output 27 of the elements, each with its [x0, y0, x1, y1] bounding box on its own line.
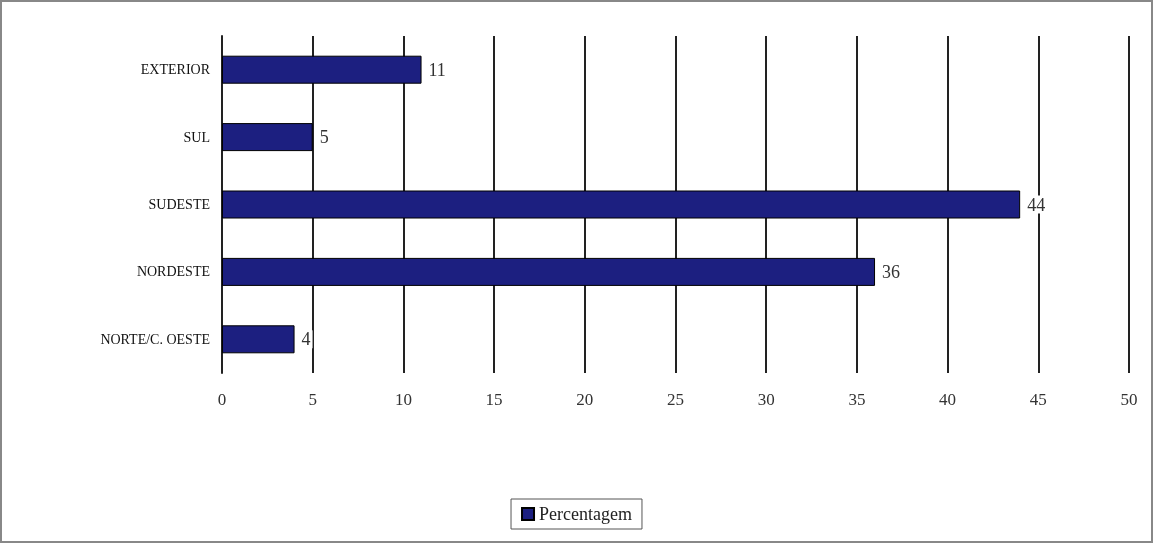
bar [222, 257, 876, 286]
x-tick-label: 20 [576, 390, 594, 409]
x-tick-label: 5 [308, 390, 317, 409]
x-tick-label: 45 [1029, 390, 1047, 409]
data-label: 4 [301, 329, 311, 350]
y-tick-label: NORTE/C. OESTE [100, 331, 210, 347]
x-tick-label: 15 [485, 390, 503, 409]
y-tick-label: SUL [183, 129, 210, 145]
x-tick-label: 50 [1120, 390, 1138, 409]
x-tick-label: 30 [757, 390, 775, 409]
y-tick-label: NORDESTE [136, 264, 210, 280]
x-tick-label: 40 [939, 390, 957, 409]
data-label: 5 [319, 127, 329, 148]
bar [222, 123, 313, 152]
bar [222, 325, 295, 354]
y-tick-label: SUDESTE [148, 197, 210, 212]
x-tick-label: 25 [667, 390, 684, 409]
data-label: 11 [428, 59, 446, 80]
x-tick-label: 0 [217, 390, 227, 409]
bar [222, 55, 422, 84]
x-tick-label: 35 [848, 390, 866, 409]
y-tick-label: EXTERIOR [140, 62, 211, 78]
bar [222, 190, 1021, 219]
legend-label: Percentagem [539, 504, 632, 524]
data-label: 44 [1027, 194, 1046, 215]
data-label: 36 [882, 261, 901, 282]
x-tick-label: 10 [394, 390, 412, 409]
